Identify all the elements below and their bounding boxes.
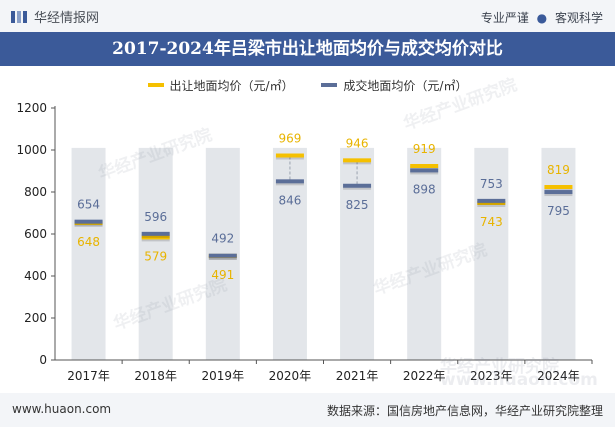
brand-name: 华经情报网 [34,11,100,26]
series1-mark [343,158,372,163]
x-tick-label: 2019年 [202,369,245,383]
series2-data-label: 654 [77,198,100,212]
tagline: 专业严谨 ● 客观科学 [481,9,603,26]
tagline-right: 客观科学 [554,11,603,25]
series1-data-label: 919 [413,142,436,156]
title-bar: 2017-2024年吕梁市出让地面均价与成交均价对比 [0,32,615,66]
y-tick-label: 1000 [16,143,47,157]
background-bar [407,147,442,360]
footer-site-link[interactable]: www.huaon.com [12,402,112,416]
y-tick-label: 600 [24,227,47,241]
y-tick-label: 0 [39,353,47,367]
background-bar [474,147,509,360]
series1-mark [141,235,170,240]
series1-data-label: 969 [278,132,301,146]
y-tick-label: 200 [24,311,47,325]
legend-item-series1[interactable]: 出让地面均价（元/㎡） [147,77,294,94]
legend-label-series1: 出让地面均价（元/㎡） [169,78,294,93]
series2-mark [275,179,304,184]
series2-mark [477,198,506,203]
series1-data-label: 491 [211,268,234,282]
series2-data-label: 753 [480,177,503,191]
series2-data-label: 846 [278,193,301,207]
legend: 出让地面均价（元/㎡） 成交地面均价（元/㎡） [0,76,615,94]
series1-data-label: 743 [480,215,503,229]
background-bar [71,147,106,360]
top-bar: 华经情报网 专业严谨 ● 客观科学 [0,0,615,32]
series2-data-label: 795 [547,204,570,218]
x-tick-label: 2020年 [269,369,312,383]
legend-item-series2[interactable]: 成交地面均价（元/㎡） [321,77,467,94]
series2-data-label: 596 [144,210,167,224]
series1-data-label: 946 [346,136,369,150]
footer: www.huaon.com 数据来源：国信房地产信息网，华经产业研究院整理 [0,393,615,427]
legend-swatch-series1 [147,83,164,87]
background-bar [340,147,375,360]
series2-data-label: 492 [211,232,234,246]
series2-mark [141,231,170,236]
y-tick-label: 800 [24,185,47,199]
tagline-left: 专业严谨 [480,11,529,25]
footer-source: 数据来源：国信房地产信息网，华经产业研究院整理 [326,404,603,418]
legend-label-series2: 成交地面均价（元/㎡） [343,78,468,93]
logo-icon [11,10,27,23]
series1-mark [275,153,304,158]
series1-data-label: 819 [547,163,570,177]
watermark-5: 华经产业研究院 [440,357,559,377]
series2-data-label: 898 [413,182,436,196]
series2-mark [410,168,439,173]
legend-swatch-series2 [321,83,338,87]
series1-data-label: 648 [77,235,100,249]
brand[interactable]: 华经情报网 [10,7,99,26]
series2-mark [208,253,237,258]
series1-mark [477,200,506,205]
series1-mark [410,164,439,169]
x-tick-label: 2018年 [134,369,177,383]
x-tick-label: 2017年 [67,369,110,383]
background-bar [138,147,173,360]
background-bar [541,147,576,360]
data-labels: 648 654 579 596 491 492 969 846 946 825 919 898 743 7… [77,132,570,282]
series2-mark [74,219,103,224]
series2-data-label: 825 [346,198,369,212]
x-tick-label: 2022年 [403,369,446,383]
series-marks [74,153,573,260]
x-tick-label: 2023年 [470,369,513,383]
x-tick-label: 2021年 [336,369,379,383]
chart-title: 2017-2024年吕梁市出让地面均价与成交均价对比 [112,39,503,59]
tagline-separator: ● [536,11,548,25]
series2-mark [343,183,372,188]
series1-mark [544,185,573,190]
axis-group: 0 200 400 600 800 1000 1200 2017年 2018年 2019年 2020… [16,101,593,383]
series1-data-label: 579 [144,249,167,263]
watermark-6: www.huaon.com [440,370,598,390]
y-tick-label: 1200 [16,101,47,115]
x-tick-label: 2024年 [537,369,580,383]
y-tick-label: 400 [24,269,47,283]
series2-mark [544,190,573,195]
